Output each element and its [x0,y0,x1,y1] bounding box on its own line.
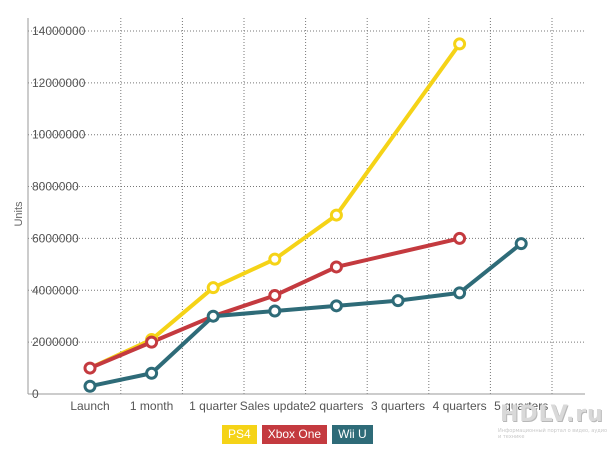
x-tick-label: 1 quarter [189,399,237,413]
y-tick-label: 14000000 [32,24,86,38]
series-line-xbox-one [88,236,462,371]
series-markers [83,37,528,393]
data-point [391,294,405,308]
y-tick-label: 12000000 [32,76,86,90]
data-point [268,252,282,266]
data-point [268,288,282,302]
data-point [206,281,220,295]
axes [27,18,585,395]
series-lines [88,41,524,389]
data-point [145,366,159,380]
y-tick-label: 0 [32,387,39,401]
y-axis-label: Units [13,201,25,227]
series-line-ps4 [88,41,462,371]
data-point [453,231,467,245]
data-point [453,37,467,51]
data-point [453,286,467,300]
y-tick-label: 6000000 [32,231,79,245]
data-point [206,309,220,323]
y-tick-label: 2000000 [32,335,79,349]
x-tick-label: Sales update [240,399,310,413]
x-tick-labels: Launch 1 month 1 quarter Sales update 2 quar… [70,399,548,413]
legend: PS4 Xbox One Wii U [222,425,373,444]
data-point [145,335,159,349]
y-tick-label: 4000000 [32,283,79,297]
x-tick-label: 2 quarters [309,399,363,413]
watermark-subtitle: Информационный портал о видео, аудио и т… [498,428,608,440]
y-tick-labels: 0 2000000 4000000 6000000 8000000 10000000 120… [32,24,86,401]
x-tick-label: 4 quarters [433,399,487,413]
grid [27,18,585,395]
x-tick-label: 3 quarters [371,399,425,413]
data-point [329,299,343,313]
data-point [329,208,343,222]
data-point [514,237,528,251]
data-point [83,379,97,393]
y-tick-label: 8000000 [32,180,79,194]
data-point [329,260,343,274]
legend-item[interactable]: Wii U [332,425,373,444]
x-tick-label: 1 month [130,399,173,413]
x-tick-label: 5 quarters [494,399,548,413]
data-point [83,361,97,375]
y-tick-label: 10000000 [32,128,86,142]
watermark-logo: HDLV.ru [500,402,604,427]
legend-item[interactable]: Xbox One [261,425,328,444]
legend-item[interactable]: PS4 [222,425,257,444]
series-line-wii-u [88,241,524,389]
data-point [268,304,282,318]
x-tick-label: Launch [70,399,109,413]
